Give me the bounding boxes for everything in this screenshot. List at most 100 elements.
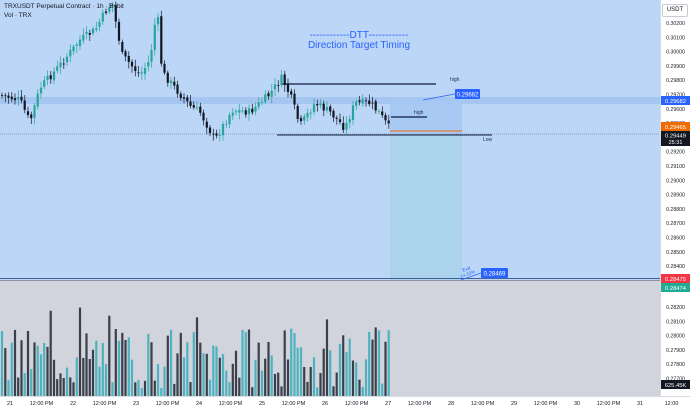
volume-bar [208,379,212,396]
volume-bar [26,331,30,396]
time-tick-label: 22 [70,401,76,407]
volume-bar [130,359,134,396]
candle-body [358,100,361,102]
volume-bar [195,317,199,396]
volume-bar [192,332,195,396]
candle-body [195,107,199,109]
volume-bar [316,387,319,396]
price-tick-label: 0.28800 [666,207,685,213]
exit-price-tag [481,268,508,278]
volume-bar [270,355,273,396]
volume-bar [23,373,26,396]
time-tick-label: 12:00 [665,401,679,407]
volume-bar [59,373,62,396]
volume-bar [299,347,303,396]
candle-body [374,101,377,111]
candle-body [114,5,117,22]
volume-bar [62,378,65,396]
candle-body [371,102,374,104]
target-zone [390,135,462,280]
volume-bar [221,354,225,396]
price-label-current: 0.29449 [665,134,686,140]
candle-body [85,31,88,34]
candle-body [69,49,72,57]
price-label-orange-bg [661,122,690,131]
volume-header[interactable]: Vol · TRX [4,12,32,19]
candle-body [62,63,65,65]
volume-bar [56,379,59,396]
candle-body [325,107,329,111]
chart-bg-top [0,0,660,280]
candle-body [101,12,104,22]
candle-body [49,75,52,80]
candle-body [231,112,234,116]
volume-bar [39,354,43,396]
candle-body [319,103,322,106]
time-axis-ticks: 21 12:00 PM 22 12:00 PM 23 12:00 PM 24 12:00 PM… [7,401,678,407]
volume-bar [137,380,140,396]
volume-bar [189,382,192,396]
symbol-header[interactable]: TRXUSDT Perpetual Contract · 1h · Bybit [4,3,124,10]
time-tick-label: 12:00 PM [219,401,243,407]
volume-bar [251,387,254,396]
price-tick-label: 0.28200 [666,305,685,311]
candle-body [293,93,296,105]
price-label-current-bg [661,131,690,146]
volume-bar [75,357,78,396]
volume-bar [338,343,342,396]
candle-body [228,114,231,125]
low-label: Low [483,137,493,143]
time-tick-label: 27 [385,401,391,407]
price-tick-label: 0.28700 [666,221,685,227]
time-tick-label: 21 [7,401,13,407]
candle-body [273,84,277,90]
candle-body [130,61,134,67]
high-price-tag-text: 0.29682 [457,93,479,99]
candle-body [137,72,140,74]
volume-bar [234,350,238,396]
currency-button[interactable]: USDT [662,4,688,17]
candle-body [290,91,293,95]
price-label-green-bg [661,283,690,292]
candle-body [329,106,332,112]
volume-bar [238,377,241,396]
volume-bar [277,372,280,396]
volume-bar [10,342,13,396]
price-tick-label: 0.29000 [666,178,685,184]
volume-bar [13,329,17,396]
volume-bar [4,348,7,396]
candle-body [10,96,13,100]
candle-body [65,56,69,63]
volume-bar [98,366,101,396]
time-tick-label: 12:00 PM [156,401,180,407]
time-tick-label: 31 [637,401,643,407]
candle-body [215,133,218,136]
volume-bar [169,329,173,396]
volume-bar [199,342,202,396]
volume-bar [361,386,364,396]
volume-bar [371,339,374,396]
price-tick-label: 0.29800 [666,78,685,84]
dtt-title: ------------DTT------------ [309,30,409,41]
price-tick-label: 0.28600 [666,236,685,242]
candle-body [108,6,111,12]
candle-body [143,67,147,74]
volume-bar [309,367,312,396]
volume-bar [85,333,88,396]
candle-body [82,34,85,41]
volume-bar [283,330,286,396]
time-tick-label: 12:00 PM [282,401,306,407]
candle-body [56,66,59,71]
candle-body [338,119,342,122]
candle-body [26,111,30,115]
volume-bar [143,380,147,396]
exit-price-tag-text: 0.28469 [484,272,506,278]
volume-bar [293,333,296,396]
candle-body [332,110,335,118]
volume-bar [319,373,322,396]
candle-body [316,104,319,106]
candle-body [241,110,244,112]
volume-bar [303,367,306,396]
price-label-blue-bg [661,96,690,105]
